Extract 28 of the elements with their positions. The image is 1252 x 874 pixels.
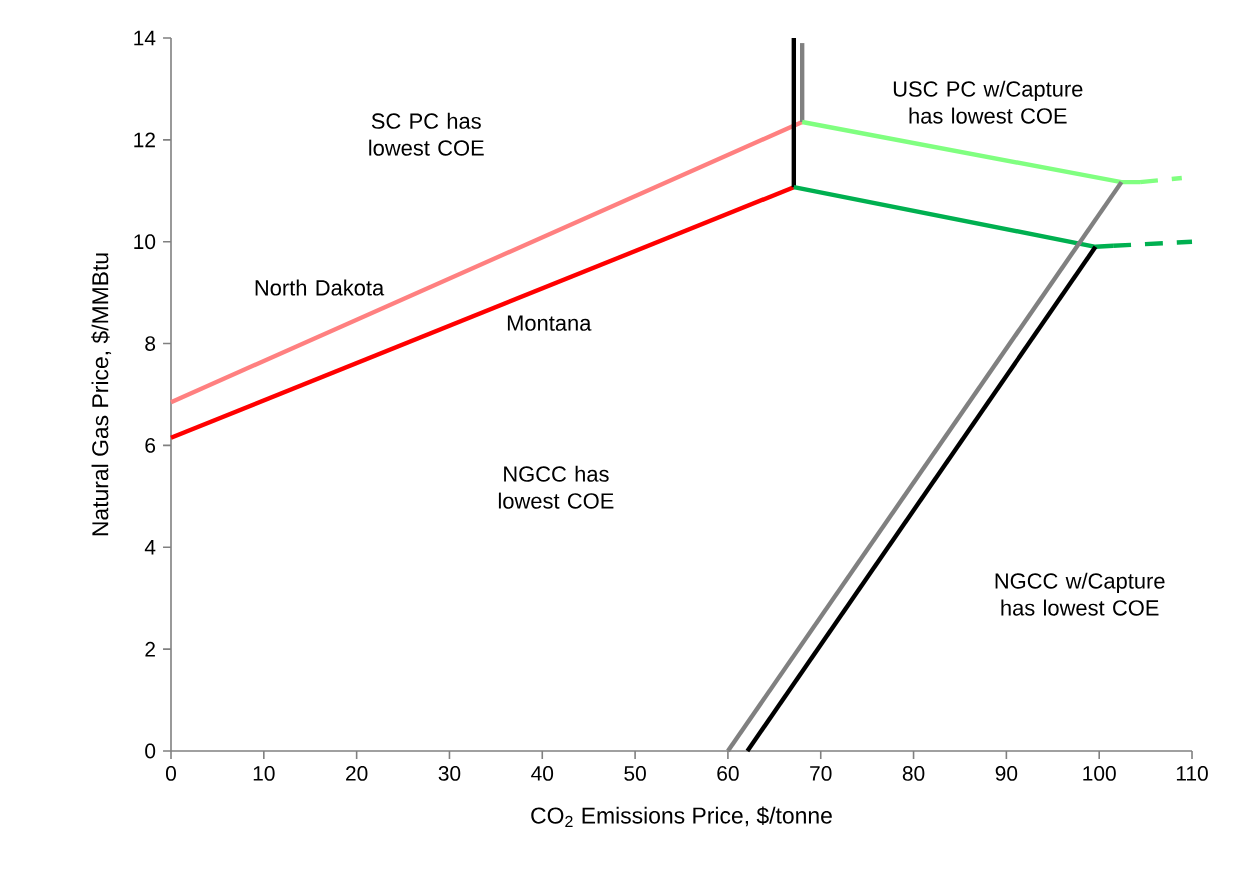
x-tick-label: 100: [1083, 766, 1116, 781]
x-axis-title: CO$_{2}$ Emissions Price, $/tonne: [531, 806, 832, 828]
x-tick-label: 110: [1176, 766, 1208, 781]
x-tick-label: 0: [165, 766, 176, 781]
x-tick-label: 60: [717, 766, 739, 781]
y-tick-label: 12: [134, 132, 155, 148]
x-tick-label: 80: [902, 766, 925, 781]
y-tick-label: 10: [134, 234, 156, 250]
x-tick-label: 40: [531, 766, 554, 781]
annotation: NGCC w/Capture has lowest COE: [995, 572, 1165, 616]
x-tick-label: 20: [346, 766, 368, 781]
y-tick-label: 2: [145, 641, 155, 657]
x-tick-label: 90: [995, 766, 1018, 781]
y-tick-label: 6: [145, 438, 156, 453]
y-tick-label: 4: [144, 540, 156, 555]
annotation: SC PC has lowest COE: [369, 112, 484, 156]
y-tick-label: 0: [145, 743, 156, 759]
y-tick-label: 8: [145, 336, 156, 351]
annotation: Montana: [507, 315, 592, 331]
x-tick-label: 50: [624, 766, 646, 781]
y-tick-label: 14: [134, 30, 156, 46]
x-tick-label: 10: [253, 766, 275, 781]
annotation: NGCC has lowest COE: [498, 465, 614, 509]
x-tick-label: 70: [810, 766, 832, 781]
y-axis-title: Natural Gas Price, $/MMBtu: [91, 253, 112, 536]
x-tick-label: 30: [438, 766, 461, 781]
annotation: USC PC w/Capture has lowest COE: [893, 80, 1083, 124]
annotation: North Dakota: [255, 279, 385, 296]
